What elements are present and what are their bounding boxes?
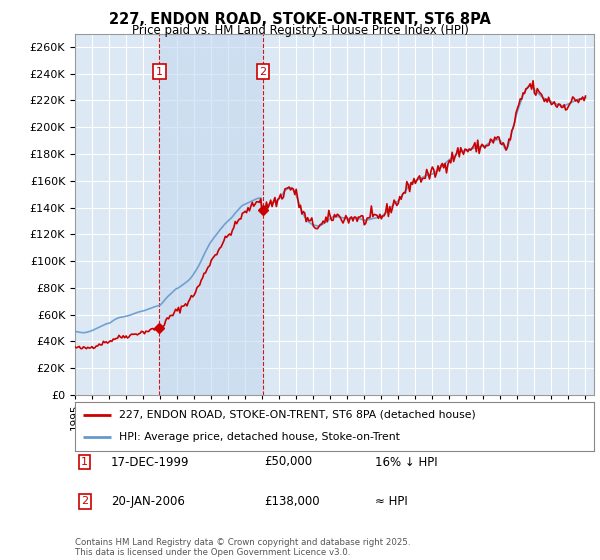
Text: 20-JAN-2006: 20-JAN-2006 xyxy=(111,494,185,508)
Text: 17-DEC-1999: 17-DEC-1999 xyxy=(111,455,190,469)
Text: 227, ENDON ROAD, STOKE-ON-TRENT, ST6 8PA (detached house): 227, ENDON ROAD, STOKE-ON-TRENT, ST6 8PA… xyxy=(119,410,476,420)
Text: 227, ENDON ROAD, STOKE-ON-TRENT, ST6 8PA: 227, ENDON ROAD, STOKE-ON-TRENT, ST6 8PA xyxy=(109,12,491,27)
Text: 2: 2 xyxy=(259,67,266,77)
Text: £50,000: £50,000 xyxy=(264,455,312,469)
Text: £138,000: £138,000 xyxy=(264,494,320,508)
Text: 16% ↓ HPI: 16% ↓ HPI xyxy=(375,455,437,469)
Text: 1: 1 xyxy=(81,457,88,467)
Text: HPI: Average price, detached house, Stoke-on-Trent: HPI: Average price, detached house, Stok… xyxy=(119,432,400,442)
Text: ≈ HPI: ≈ HPI xyxy=(375,494,408,508)
Text: 2: 2 xyxy=(81,496,88,506)
Text: 1: 1 xyxy=(156,67,163,77)
Text: Contains HM Land Registry data © Crown copyright and database right 2025.
This d: Contains HM Land Registry data © Crown c… xyxy=(75,538,410,557)
Text: Price paid vs. HM Land Registry's House Price Index (HPI): Price paid vs. HM Land Registry's House … xyxy=(131,24,469,37)
